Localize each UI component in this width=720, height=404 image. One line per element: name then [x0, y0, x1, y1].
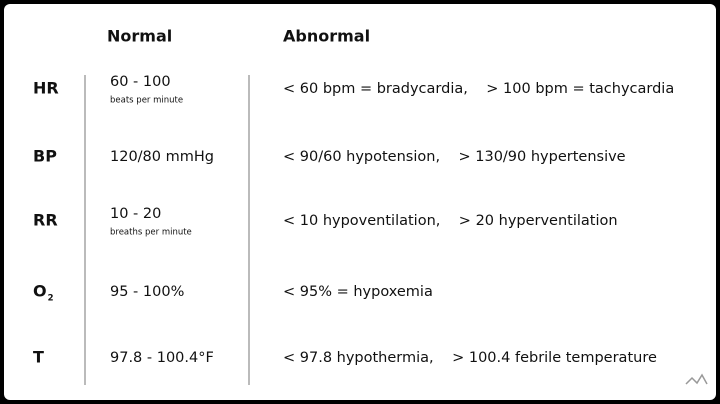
- normal-value: 95 - 100%: [110, 284, 184, 300]
- abnormal-value: < 95% = hypoxemia: [283, 284, 433, 300]
- abnormal-value: < 10 hypoventilation, > 20 hyperventilat…: [283, 213, 618, 229]
- header-abnormal: Abnormal: [283, 27, 370, 46]
- row-label: T: [33, 348, 44, 367]
- abnormal-value: < 60 bpm = bradycardia, > 100 bpm = tach…: [283, 81, 674, 97]
- logo: [685, 373, 708, 385]
- panel: [4, 4, 716, 400]
- row-label: BP: [33, 147, 57, 166]
- row-label: RR: [33, 211, 58, 230]
- header-normal: Normal: [107, 27, 172, 46]
- normal-unit: breaths per minute: [110, 228, 192, 238]
- row-label: O: [33, 282, 47, 301]
- normal-value: 10 - 20: [110, 206, 161, 222]
- normal-value: 97.8 - 100.4°F: [110, 350, 214, 366]
- normal-unit: beats per minute: [110, 96, 183, 106]
- abnormal-value: < 90/60 hypotension, > 130/90 hypertensi…: [283, 149, 626, 165]
- row-label-sub: 2: [48, 294, 54, 304]
- normal-value: 120/80 mmHg: [110, 149, 214, 165]
- abnormal-value: < 97.8 hypothermia, > 100.4 febrile temp…: [283, 350, 657, 366]
- normal-value: 60 - 100: [110, 74, 171, 90]
- row-label: HR: [33, 79, 59, 98]
